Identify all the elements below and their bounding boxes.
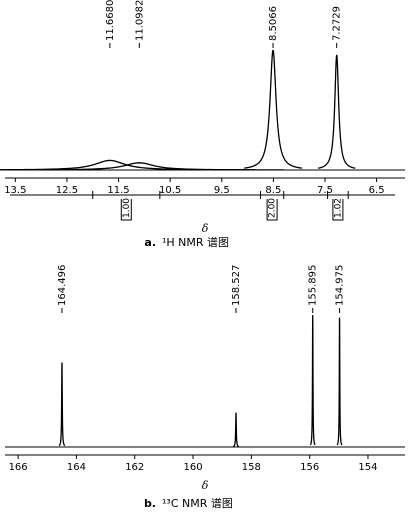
integral-label: 1.02 <box>333 198 343 218</box>
x-tick-label: 7.5 <box>317 185 333 196</box>
peak <box>244 49 303 169</box>
integral-label: 1.00 <box>122 198 132 218</box>
peak-label: 8.5066 <box>268 6 279 41</box>
peak-label: 11.6680 <box>105 0 116 41</box>
peak-label: 164.496 <box>57 265 68 306</box>
integral-bracket <box>92 191 161 221</box>
x-tick-label: 11.5 <box>107 185 129 196</box>
x-tick-label: 158 <box>242 462 261 473</box>
x-tick-label: 12.5 <box>56 185 78 196</box>
peak-label: 158.527 <box>231 265 242 306</box>
x-tick-label: 9.5 <box>214 185 230 196</box>
caption-label: a. <box>144 236 156 249</box>
caption-label: b. <box>144 497 156 510</box>
x-tick-label: 162 <box>125 462 144 473</box>
x-tick-label: 166 <box>9 462 28 473</box>
peak <box>336 317 343 446</box>
x-axis-label: δ <box>202 222 209 235</box>
peak <box>0 162 284 171</box>
x-tick-label: 10.5 <box>159 185 181 196</box>
integral-bracket <box>259 191 285 221</box>
x-tick-label: 156 <box>300 462 319 473</box>
x-tick-label: 13.5 <box>4 185 26 196</box>
x-tick-label: 154 <box>358 462 377 473</box>
caption: ¹³C NMR 谱图 <box>162 496 233 510</box>
x-tick-label: 8.5 <box>265 185 281 196</box>
peak <box>232 412 240 448</box>
integral-label: 2.00 <box>268 198 278 218</box>
x-axis-label: δ <box>202 479 209 492</box>
x-tick-label: 6.5 <box>369 185 385 196</box>
x-tick-label: 164 <box>67 462 86 473</box>
peak-label: 155.895 <box>308 265 319 306</box>
peak <box>309 314 316 446</box>
peak <box>58 362 66 447</box>
caption: ¹H NMR 谱图 <box>162 235 229 249</box>
integral-bracket <box>327 191 349 221</box>
peak-label: 11.0982 <box>134 0 145 41</box>
peak-label: 7.2729 <box>332 6 343 41</box>
peak-label: 154.975 <box>335 265 346 306</box>
peak <box>318 54 356 169</box>
x-tick-label: 160 <box>183 462 202 473</box>
